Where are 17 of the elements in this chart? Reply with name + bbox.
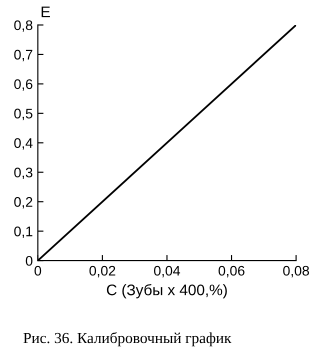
x-tick-label: 0,06 xyxy=(218,266,244,278)
x-axis-title: С (Зубы х 400,%) xyxy=(106,284,227,298)
y-tick-label: 0,3 xyxy=(14,168,32,180)
x-tick-label: 0,08 xyxy=(283,266,310,278)
y-tick-label: 0,5 xyxy=(14,108,32,120)
x-tick-label: 0 xyxy=(34,266,42,276)
y-tick-label: 0,1 xyxy=(14,226,32,238)
y-tick-label: 0,7 xyxy=(14,50,32,62)
text: Рис. 36. Калибровочный график xyxy=(23,332,232,346)
x-tick-label: 0,04 xyxy=(154,266,180,278)
y-tick-label: 0 xyxy=(26,256,32,266)
y-tick-label: 0,4 xyxy=(14,138,33,150)
y-axis-title: E xyxy=(42,6,50,18)
y-tick-label: 0,8 xyxy=(14,20,32,32)
y-tick-label: 0,2 xyxy=(14,197,32,209)
x-tick-label: 0,02 xyxy=(89,266,116,278)
y-tick-label: 0,6 xyxy=(14,79,32,91)
